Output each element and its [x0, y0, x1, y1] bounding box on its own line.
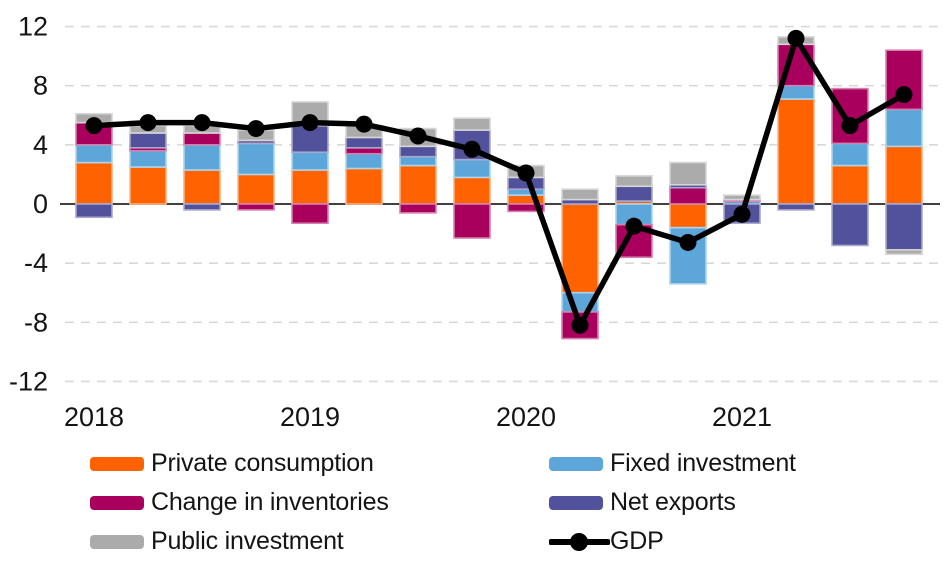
legend-item: Fixed investment [549, 444, 796, 483]
bar-segment [291, 169, 329, 205]
bar-segment [453, 203, 491, 239]
bar-segment [183, 203, 221, 211]
gdp-point [355, 115, 373, 133]
bar-segment [129, 149, 167, 168]
legend-swatch-icon [549, 456, 603, 471]
gdp-point [787, 29, 805, 47]
legend-label: Fixed investment [610, 449, 796, 477]
bar-segment [129, 132, 167, 149]
gdp-point [625, 217, 643, 235]
legend-label: Private consumption [151, 449, 374, 477]
legend-label: GDP [610, 527, 664, 555]
gdp-point [463, 140, 481, 158]
bar-segment [669, 161, 707, 186]
bar-segment [885, 145, 923, 205]
gdp-line [91, 35, 907, 329]
bar-segment [129, 166, 167, 205]
plot-area: 12 8 4 0 -4 -8 -12 2018 2019 2020 2021 [9, 12, 940, 432]
gdp-point [247, 120, 265, 138]
legend-label: Public investment [151, 527, 344, 555]
bar-segment [75, 161, 113, 205]
bar-segment [561, 188, 599, 201]
legend-label: Change in inventories [151, 488, 389, 516]
bar-segment [777, 98, 815, 205]
legend-swatch-icon [549, 495, 603, 510]
bar-segment [453, 117, 491, 131]
bar-segment [345, 136, 383, 149]
legend-item: Private consumption [90, 444, 389, 483]
bar-segment [831, 164, 869, 205]
bar-segment [507, 203, 545, 213]
legend-column1: Private consumption Change in inventories… [90, 444, 389, 561]
gdp-point [895, 86, 913, 104]
bar-segment [507, 188, 545, 196]
gdp-point [85, 117, 103, 135]
gdp-point [733, 205, 751, 223]
y-tick-label: -8 [24, 307, 48, 337]
legend-swatch-icon [90, 534, 144, 549]
bar-segment [399, 155, 437, 167]
gdp-point [409, 127, 427, 145]
bar-segment [345, 167, 383, 205]
bar-segment [831, 142, 869, 167]
gdp-point [841, 117, 859, 135]
legend-item: Change in inventories [90, 483, 389, 522]
legend-label: Net exports [610, 488, 736, 516]
legend-swatch-icon [90, 495, 144, 510]
gdp-point [517, 164, 535, 182]
bar-segment [561, 203, 599, 294]
y-tick-label: 4 [33, 130, 48, 160]
y-tick-label: -12 [9, 366, 48, 396]
bar-segment [399, 145, 437, 158]
bar-segment [291, 203, 329, 225]
y-tick-label: 0 [33, 189, 48, 219]
gdp-point [571, 316, 589, 334]
gdp-line-marker-icon [548, 531, 611, 553]
bar-segment [777, 203, 815, 211]
bar-segment [399, 164, 437, 205]
bar-segment [237, 173, 275, 205]
bar-segment [453, 176, 491, 205]
bar-segment [669, 203, 707, 229]
gdp-point [301, 114, 319, 132]
legend-item: Public investment [90, 522, 389, 561]
y-tick-label: -4 [24, 248, 48, 278]
bar-segment [885, 249, 923, 256]
x-tick-label: 2019 [280, 402, 340, 432]
bar-segment [75, 144, 113, 164]
bar-segment [345, 152, 383, 170]
legend-column2: Fixed investment Net exports GDP [548, 444, 796, 561]
x-tick-label: 2018 [64, 402, 124, 432]
bar-segment [291, 151, 329, 171]
bar-segment [453, 158, 491, 179]
chart-legend: Private consumption Change in inventories… [0, 444, 946, 574]
bar-segment [75, 203, 113, 219]
bar-segment [669, 186, 707, 205]
gdp-point [193, 114, 211, 132]
x-tick-label: 2020 [496, 402, 556, 432]
bar-segment [399, 203, 437, 214]
legend-item: GDP [548, 522, 796, 561]
bar-segment [183, 144, 221, 171]
bar-segment [183, 169, 221, 205]
y-tick-label: 12 [18, 12, 48, 42]
bar-segment [237, 142, 275, 176]
gdp-point [679, 233, 697, 251]
bar-segment [237, 203, 275, 211]
gdp-point [139, 114, 157, 132]
x-tick-label: 2021 [712, 402, 772, 432]
bar-segment [615, 175, 653, 188]
y-tick-label: 8 [33, 71, 48, 101]
bar-segment [183, 132, 221, 146]
bar-segment [885, 203, 923, 251]
stacked-bar-line-chart: 12 8 4 0 -4 -8 -12 2018 2019 2020 2021 [9, 12, 940, 432]
bar-segment [345, 146, 383, 155]
bar-segment [723, 194, 761, 201]
legend-item: Net exports [549, 483, 796, 522]
bar-segment [885, 108, 923, 148]
bar-segment [831, 203, 869, 247]
bar-segment [615, 185, 653, 202]
legend-swatch-icon [90, 456, 144, 471]
